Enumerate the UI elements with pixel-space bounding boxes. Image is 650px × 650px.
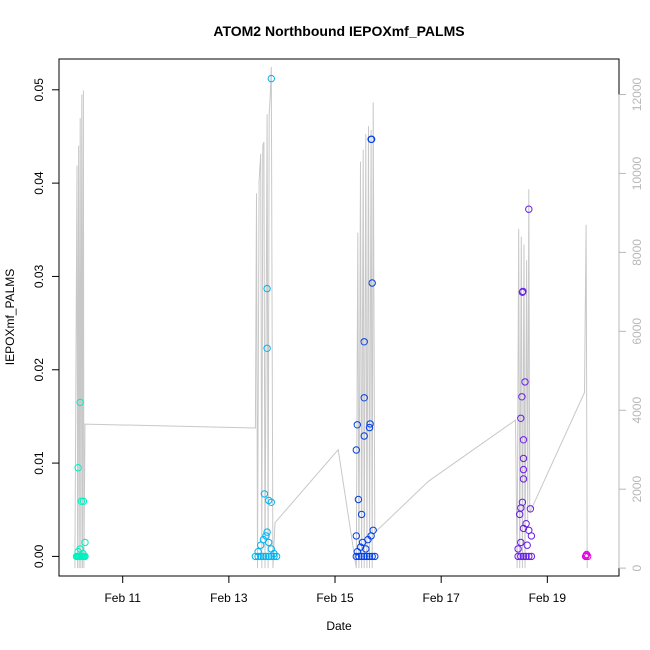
x-tick-label: Feb 13 (210, 591, 248, 605)
data-point (263, 528, 271, 536)
data-point (77, 497, 86, 505)
plot-area-frame (58, 58, 620, 577)
y-tick-label: 0.02 (32, 358, 46, 382)
data-point (270, 549, 278, 558)
y-tick-label: 0.05 (32, 78, 46, 102)
data-point (582, 551, 590, 560)
data-point (518, 498, 527, 506)
data-point (360, 552, 368, 561)
x-axis-label: Date (326, 619, 352, 633)
data-point (262, 532, 270, 540)
data-point (519, 454, 528, 463)
data-point (522, 552, 530, 561)
y-axis-left: 0.00 0.01 0.02 0.03 0.04 0.05 (32, 78, 59, 568)
data-point (523, 541, 531, 549)
x-tick-label: Feb 11 (104, 591, 141, 605)
data-point (519, 436, 528, 444)
data-point (527, 532, 536, 540)
data-point (362, 545, 370, 553)
data-point (525, 552, 533, 561)
x-tick-label: Feb 19 (529, 591, 567, 605)
y-tick-label: 0.03 (32, 264, 46, 288)
data-point (519, 465, 528, 474)
data-point (371, 552, 379, 561)
data-point (263, 344, 271, 352)
x-axis: Feb 11 Feb 13 Feb 15 Feb 17 Feb 19 (104, 576, 566, 605)
data-point (519, 287, 527, 296)
data-point (517, 414, 525, 422)
data-point (74, 464, 82, 472)
data-point (263, 284, 271, 293)
y2-tick-label: 6000 (630, 318, 644, 345)
data-point (79, 549, 87, 558)
data-point (525, 205, 533, 213)
y2-tick-label: 2000 (630, 476, 644, 503)
data-point (517, 538, 525, 547)
data-point (262, 552, 270, 561)
data-point (365, 552, 374, 561)
data-point (357, 510, 366, 519)
data-point (355, 552, 363, 561)
data-point (360, 432, 368, 440)
y2-tick-label: 8000 (630, 239, 644, 266)
data-point (270, 552, 278, 561)
y-tick-label: 0.00 (32, 544, 46, 568)
chart-title: ATOM2 Northbound IEPOXmf_PALMS (213, 23, 464, 39)
data-point (356, 543, 365, 551)
y-axis-right: 0 2000 4000 6000 8000 10000 12000 (618, 77, 644, 571)
altitude-line-layer (74, 66, 588, 569)
data-point (365, 423, 374, 432)
data-point (518, 393, 526, 401)
data-point (265, 538, 273, 547)
data-point (366, 420, 374, 428)
y2-tick-label: 4000 (630, 397, 644, 424)
y2-tick-label: 12000 (630, 77, 644, 111)
data-point (267, 498, 275, 506)
data-point (259, 552, 268, 561)
altitude-line (74, 66, 588, 569)
y2-tick-label: 0 (630, 564, 644, 571)
data-point (360, 394, 368, 402)
y2-tick-label: 10000 (630, 156, 644, 190)
data-point (363, 552, 371, 561)
data-point (254, 552, 262, 561)
data-point (267, 74, 275, 83)
data-point (352, 552, 360, 561)
data-point (527, 552, 536, 561)
data-point (369, 526, 377, 534)
x-tick-label: Feb 17 (423, 591, 461, 605)
x-tick-label: Feb 15 (316, 591, 354, 605)
data-point (517, 552, 525, 561)
data-point (584, 552, 592, 561)
data-point (76, 398, 84, 407)
y-axis-label: IEPOXmf_PALMS (3, 269, 17, 365)
data-point (521, 378, 529, 386)
data-point (79, 497, 88, 505)
data-point (368, 552, 376, 561)
data-point (514, 545, 522, 553)
y-tick-label: 0.01 (32, 451, 46, 475)
y-tick-label: 0.04 (32, 171, 46, 195)
data-point (254, 548, 262, 556)
data-point (353, 421, 361, 429)
data-point (260, 490, 269, 498)
data-point (357, 552, 366, 561)
data-point (526, 505, 535, 513)
data-point (360, 338, 368, 346)
data-point (519, 475, 528, 483)
data-point (514, 552, 522, 561)
data-points-layer (72, 74, 592, 561)
data-point (354, 495, 363, 504)
data-point (367, 135, 376, 144)
data-point (81, 538, 89, 547)
data-point (522, 520, 530, 528)
data-point (368, 279, 376, 287)
data-point (352, 446, 360, 454)
data-point (519, 552, 528, 561)
data-point (352, 532, 360, 540)
